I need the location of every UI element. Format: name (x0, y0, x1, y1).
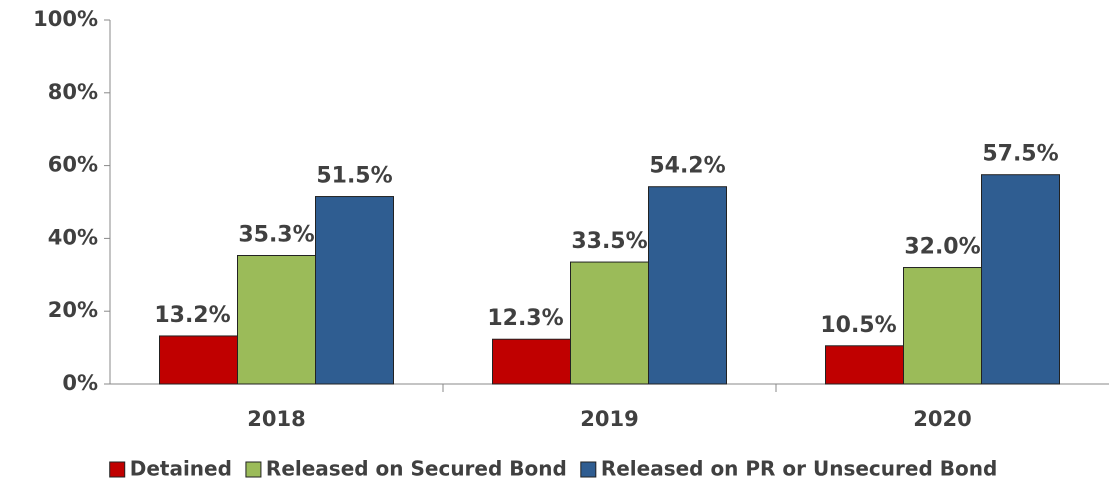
y-tick-label: 0% (62, 371, 98, 395)
bar (648, 186, 727, 385)
bar (315, 196, 394, 385)
bar (981, 174, 1060, 385)
x-tick-label: 2020 (913, 407, 971, 431)
value-label: 10.5% (820, 313, 896, 338)
value-label: 33.5% (571, 229, 647, 254)
bar (237, 255, 316, 385)
value-label: 13.2% (154, 303, 230, 328)
bar (492, 338, 571, 385)
y-tick-label: 80% (48, 80, 98, 104)
value-label: 35.3% (238, 223, 314, 248)
x-tick-label: 2018 (247, 407, 305, 431)
legend-swatch (580, 461, 597, 478)
x-tick-label: 2019 (580, 407, 638, 431)
y-tick-label: 100% (33, 7, 98, 31)
legend-swatch (109, 461, 126, 478)
bar (159, 335, 238, 385)
value-label: 51.5% (316, 164, 392, 189)
value-label: 32.0% (904, 235, 980, 260)
y-tick-label: 60% (48, 153, 98, 177)
y-tick-label: 40% (48, 225, 98, 249)
legend-label: Released on Secured Bond (266, 457, 567, 481)
legend-label: Detained (130, 457, 232, 481)
value-label: 12.3% (487, 306, 563, 331)
legend-label: Released on PR or Unsecured Bond (601, 457, 997, 481)
value-label: 57.5% (982, 142, 1058, 167)
bar (570, 261, 649, 385)
bar (903, 267, 982, 385)
y-tick-label: 20% (48, 298, 98, 322)
bar (825, 345, 904, 385)
value-label: 54.2% (649, 154, 725, 179)
legend-swatch (245, 461, 262, 478)
